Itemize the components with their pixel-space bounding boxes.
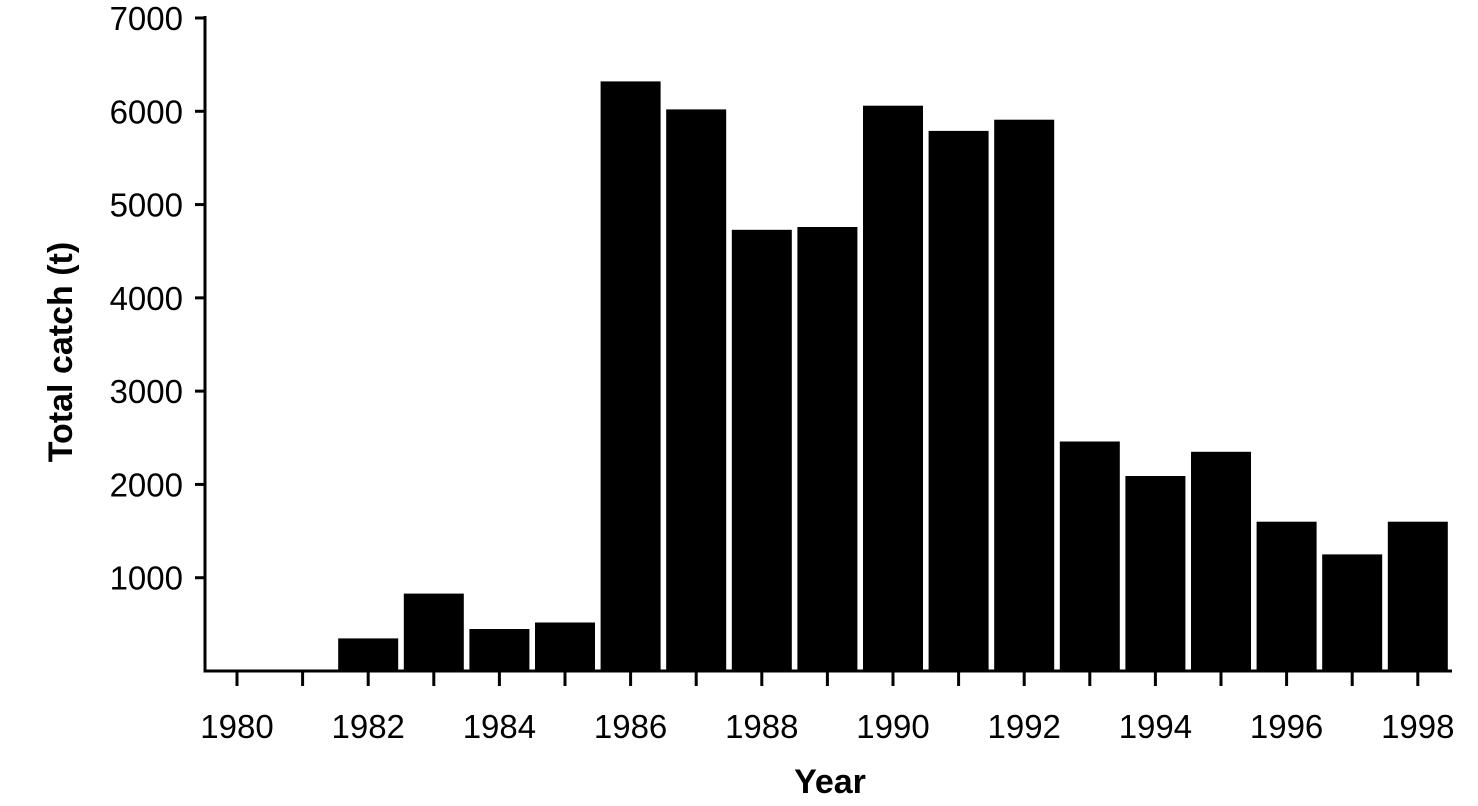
bar-1996	[1256, 521, 1317, 671]
x-tick-label-1998: 1998	[1381, 708, 1454, 745]
y-tick-label-2000: 2000	[110, 466, 183, 503]
bar-1983	[403, 593, 464, 671]
bars-group	[338, 81, 1448, 672]
y-tick-label-4000: 4000	[110, 280, 183, 317]
x-tick-label-1988: 1988	[725, 708, 798, 745]
bar-1992	[994, 119, 1055, 671]
x-tick-label-1990: 1990	[856, 708, 929, 745]
bar-1988	[731, 229, 792, 672]
bar-1998	[1387, 521, 1448, 671]
labels-group: 1000 2000 3000 4000 5000 6000 7000 1980 1982 1984…	[110, 0, 1455, 745]
y-tick-label-5000: 5000	[110, 187, 183, 224]
x-tick-label-1986: 1986	[594, 708, 667, 745]
x-tick-label-1992: 1992	[987, 708, 1060, 745]
bar-1984	[469, 629, 530, 671]
x-tick-label-1984: 1984	[463, 708, 536, 745]
bar-1982	[338, 638, 399, 671]
x-tick-label-1982: 1982	[331, 708, 404, 745]
x-axis-title: Year	[794, 763, 866, 801]
axes-group	[195, 16, 1452, 686]
y-axis-title: Total catch (t)	[42, 242, 80, 462]
bar-1987	[666, 109, 727, 671]
x-tick-label-1980: 1980	[200, 708, 273, 745]
bar-1993	[1059, 441, 1120, 671]
y-tick-label-7000: 7000	[110, 0, 183, 37]
bar-1995	[1191, 451, 1251, 671]
y-tick-label-6000: 6000	[110, 93, 183, 130]
bar-1997	[1322, 554, 1383, 671]
x-tick-label-1996: 1996	[1250, 708, 1323, 745]
y-tick-label-1000: 1000	[110, 560, 183, 597]
bar-1985	[535, 622, 595, 671]
x-tick-label-1994: 1994	[1119, 708, 1192, 745]
y-tick-label-3000: 3000	[110, 373, 183, 410]
bar-1986	[600, 81, 661, 671]
bar-1991	[928, 130, 989, 671]
bar-1990	[863, 105, 923, 671]
bar-1989	[797, 227, 858, 671]
bar-1994	[1125, 476, 1186, 671]
